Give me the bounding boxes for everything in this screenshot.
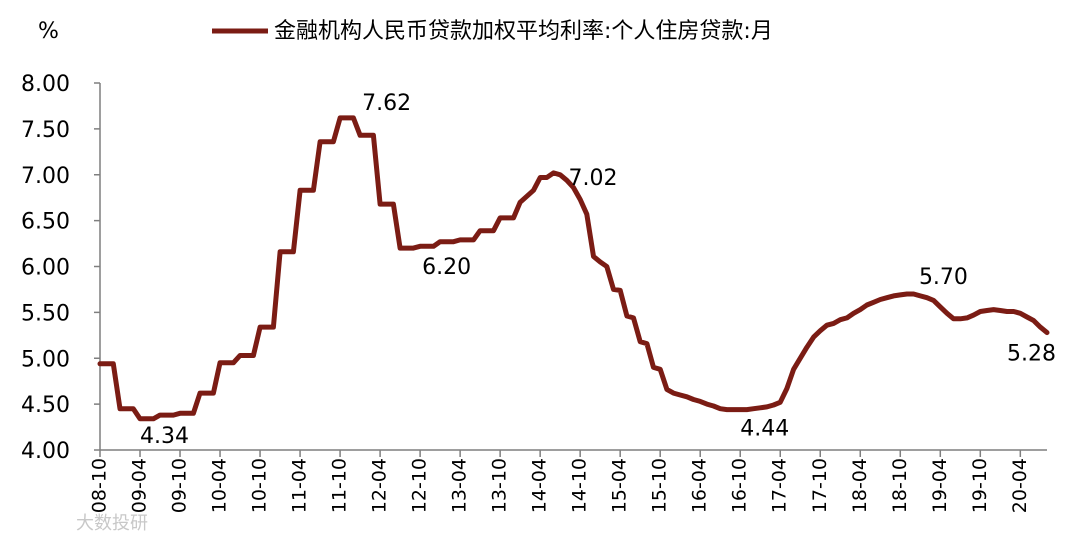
data-label: 4.34: [140, 424, 189, 449]
y-tick-label: 5.00: [21, 347, 70, 372]
x-tick-label: 15-04: [609, 458, 631, 513]
x-tick-label: 08-10: [89, 458, 111, 513]
y-tick-label: 6.50: [21, 210, 70, 235]
series-group: [97, 115, 1050, 422]
x-tick-label: 13-04: [449, 458, 471, 513]
watermark-text: 大数投研: [76, 513, 148, 534]
data-label: 7.62: [362, 91, 411, 116]
x-tick-label: 19-10: [969, 458, 991, 513]
x-tick-label: 15-10: [649, 458, 671, 513]
y-tick-label: 4.50: [21, 393, 70, 418]
x-tick-label: 11-04: [289, 458, 311, 513]
y-axis: 4.00 4.50 5.00 5.50 6.00 6.50 7.00 7.50 8.00: [21, 72, 101, 464]
x-axis: 08-10 09-04 09-10 10-04 10-10 11-04 11-10 12-04…: [89, 449, 1047, 513]
legend-label: 金融机构人民币贷款加权平均利率:个人住房贷款:月: [274, 19, 773, 44]
series-line: [97, 115, 1050, 422]
x-tick-label: 12-04: [369, 458, 391, 513]
x-tick-label: 17-10: [809, 458, 831, 513]
x-tick-label: 19-04: [929, 458, 951, 513]
x-tick-label: 09-10: [169, 458, 191, 513]
x-tick-label: 16-04: [689, 458, 711, 513]
x-tick-label: 20-04: [1009, 458, 1031, 513]
x-tick-label: 13-10: [489, 458, 511, 513]
x-tick-label: 14-04: [529, 458, 551, 513]
x-tick-label: 12-10: [409, 458, 431, 513]
data-label: 5.28: [1007, 342, 1056, 367]
y-tick-label: 4.00: [21, 439, 70, 464]
data-label: 6.20: [422, 255, 471, 280]
data-label: 4.44: [740, 417, 789, 442]
data-label: 5.70: [919, 265, 968, 290]
y-tick-label: 7.50: [21, 118, 70, 143]
y-tick-label: 7.00: [21, 164, 70, 189]
x-tick-label: 17-04: [769, 458, 791, 513]
y-tick-label: 6.00: [21, 256, 70, 281]
x-tick-label: 18-04: [849, 458, 871, 513]
y-tick-label: 5.50: [21, 301, 70, 326]
x-tick-label: 10-04: [209, 458, 231, 513]
y-tick-label: 8.00: [21, 72, 70, 97]
data-label: 7.02: [568, 166, 617, 191]
y-unit-label: %: [38, 19, 59, 44]
x-tick-label: 11-10: [329, 458, 351, 513]
x-tick-label: 14-10: [569, 458, 591, 513]
x-tick-label: 10-10: [249, 458, 271, 513]
annotations-group: 4.34 7.62 6.20 7.02 4.44 5.70 5.28: [140, 91, 1056, 449]
x-tick-label: 09-04: [129, 458, 151, 513]
x-tick-label: 16-10: [729, 458, 751, 513]
x-tick-label: 18-10: [889, 458, 911, 513]
